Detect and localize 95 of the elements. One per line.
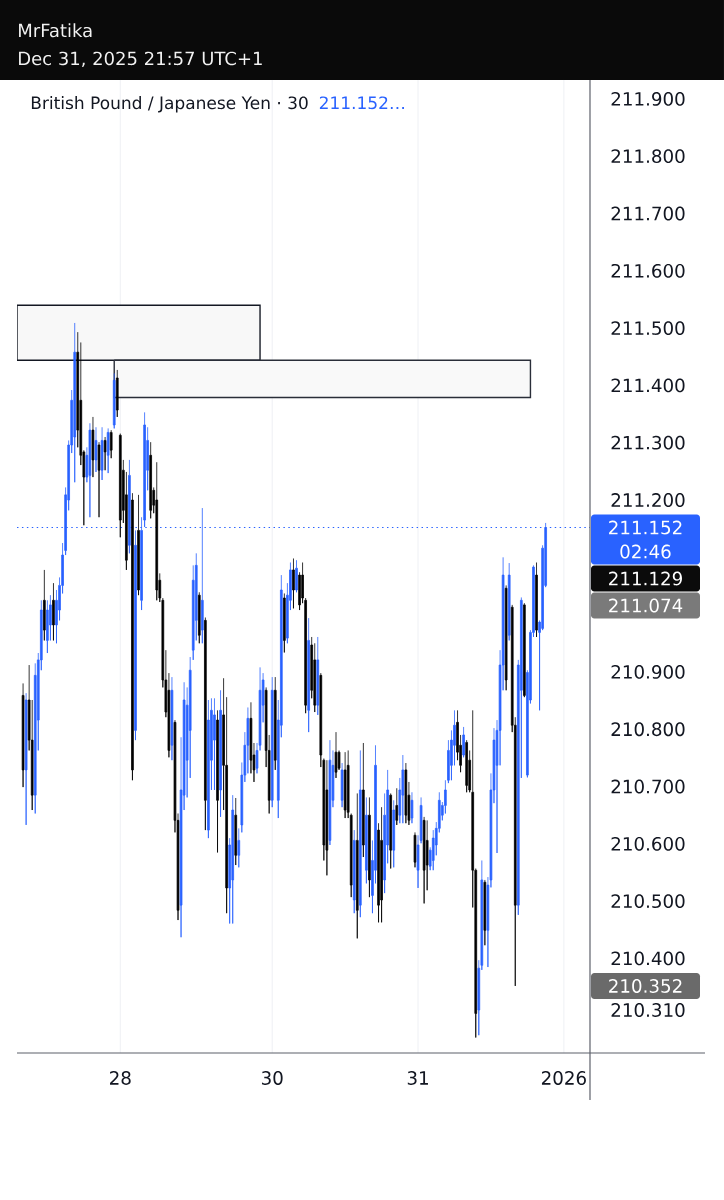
candlestick <box>103 436 107 471</box>
candlestick <box>352 829 356 914</box>
text: 211.074 <box>609 598 683 613</box>
candlestick <box>334 731 338 779</box>
candlestick <box>204 617 207 831</box>
candlestick <box>115 369 119 418</box>
candlestick <box>207 699 210 839</box>
candlestick <box>365 797 368 884</box>
candlestick <box>106 428 110 474</box>
candlestick <box>273 676 277 771</box>
candlestick <box>355 793 359 939</box>
candlestick <box>231 794 235 924</box>
candlestick <box>283 593 286 653</box>
candlestick <box>292 558 295 609</box>
candlestick <box>52 582 55 641</box>
y-tick-label: 211.200 <box>611 493 685 507</box>
candlestick <box>523 602 526 698</box>
y-tick-label: 211.300 <box>611 435 685 450</box>
y-tick-label: 211.700 <box>611 206 685 221</box>
ref-line-label: 211.152 <box>609 520 682 535</box>
y-tick-label: 211.500 <box>611 321 685 336</box>
candlestick <box>118 433 122 538</box>
candlestick <box>137 494 140 596</box>
candlestick <box>234 797 238 866</box>
candlestick <box>401 754 405 824</box>
y-tick-label: 211.900 <box>611 91 685 106</box>
text: 02:46 <box>620 544 671 559</box>
candlestick <box>362 742 365 858</box>
y-tick-label: 210.800 <box>611 722 685 737</box>
candlestick <box>316 636 320 716</box>
candlestick <box>112 372 116 429</box>
candlestick <box>270 676 274 808</box>
y-tick-label: 210.310 <box>611 1003 685 1017</box>
candlestick <box>94 426 98 473</box>
text: 210.352 <box>609 979 682 993</box>
candlestick <box>134 529 137 741</box>
y-tick-label: 211.400 <box>611 378 685 393</box>
y-tick-label: 210.900 <box>611 665 685 679</box>
candlestick <box>507 562 511 641</box>
x-tick-label: 28 <box>110 1071 131 1085</box>
candlestick <box>340 762 344 808</box>
candlestick <box>149 441 152 519</box>
candlestick <box>197 591 201 644</box>
candlestick <box>410 791 414 824</box>
y-tick-label: 210.500 <box>611 894 685 909</box>
candlestick <box>109 429 113 459</box>
candlestick <box>465 739 468 793</box>
candlestick <box>237 827 241 868</box>
y-tick-label: 211.600 <box>611 263 685 278</box>
candlestick <box>46 599 49 654</box>
candlestick <box>73 322 77 483</box>
candlestick <box>392 799 396 868</box>
candlestick <box>325 759 329 876</box>
x-tick-label: 30 <box>261 1071 283 1085</box>
y-tick-label: 210.600 <box>611 836 685 851</box>
candlestick <box>483 879 487 946</box>
text: Dec 31, 2025 21:57 UTC+1 <box>19 51 262 68</box>
candlestick <box>131 492 134 781</box>
text: 211.129 <box>609 571 682 586</box>
candlestick <box>422 816 426 904</box>
x-tick-label: 31 <box>407 1071 428 1085</box>
text: MrFatika <box>19 23 92 38</box>
candlestick <box>170 676 174 761</box>
candlestick <box>343 751 347 819</box>
y-tick-label: 210.700 <box>611 779 685 794</box>
candlestick <box>395 787 399 826</box>
candlestick <box>359 750 362 918</box>
text: British Pound / Japanese Yen · 30 <box>31 96 308 113</box>
candlestick <box>219 689 222 818</box>
candlestick <box>413 831 417 868</box>
candlestick <box>24 692 28 826</box>
candlestick <box>155 461 159 601</box>
candlestick <box>43 569 46 641</box>
y-tick-label: 211.800 <box>611 149 685 164</box>
y-tick-label: 210.400 <box>611 951 685 966</box>
candlestick <box>97 441 101 518</box>
candlestick <box>380 806 383 923</box>
text: 211.152… <box>319 96 404 110</box>
candlestick <box>307 617 310 733</box>
candlestick <box>128 459 131 554</box>
candlestick <box>328 739 332 846</box>
candlestick <box>88 422 92 518</box>
candlestick <box>91 416 95 478</box>
candlestick <box>21 682 25 788</box>
candlestick <box>216 709 219 853</box>
candlestick <box>389 793 393 869</box>
candlestick <box>295 559 298 593</box>
candlestick <box>535 562 538 638</box>
x-tick-label: 2026 <box>541 1071 586 1085</box>
candlestick <box>504 585 508 691</box>
candlestick <box>404 762 408 824</box>
candlestick <box>368 797 371 898</box>
candlestick <box>213 697 216 791</box>
candlestick <box>462 726 465 758</box>
candlestick <box>100 426 104 481</box>
